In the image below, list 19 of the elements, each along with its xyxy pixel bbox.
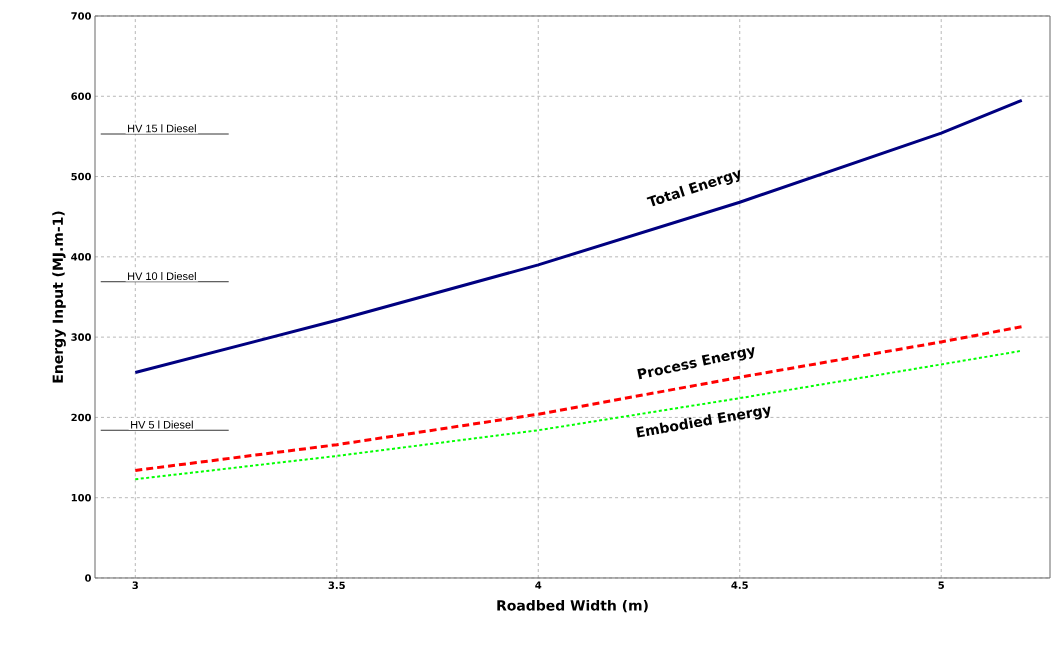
- x-tick-label: 5: [938, 581, 944, 589]
- y-tick-label: 600: [71, 92, 92, 101]
- ref-line-label: HV 15 l Diesel: [128, 124, 196, 133]
- text: Process Energy: [637, 347, 755, 380]
- y-tick-label: 100: [71, 493, 92, 502]
- y-tick-label: 500: [71, 172, 92, 181]
- y-tick-label: 300: [71, 333, 92, 341]
- x-tick-label: 3.5: [328, 581, 345, 590]
- y-tick-label: 700: [71, 12, 92, 20]
- y-tick-label: 0: [85, 574, 92, 582]
- y-tick-label: 400: [71, 253, 92, 261]
- y-axis-title: Energy Input (MJ.m-1): [52, 211, 66, 383]
- x-tick-label: 4.5: [731, 581, 748, 589]
- x-tick-label: 4: [535, 581, 542, 589]
- x-axis-title: Roadbed Width (m): [497, 599, 648, 613]
- x-tick-label: 3: [132, 581, 138, 590]
- y-tick-label: 200: [71, 413, 92, 422]
- ref-line-label: HV 5 l Diesel: [131, 420, 193, 429]
- ref-line-label: HV 10 l Diesel: [128, 271, 196, 281]
